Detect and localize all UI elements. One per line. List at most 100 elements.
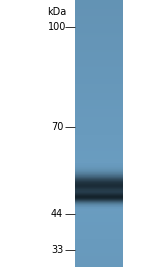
Bar (75, 227, 123, 228)
Bar (75, 111, 123, 112)
Bar (75, 180, 123, 181)
Bar (75, 47, 123, 48)
Bar (75, 204, 123, 205)
Bar (75, 28, 123, 29)
Bar (75, 175, 123, 176)
Bar (75, 78, 123, 79)
Bar (75, 196, 123, 197)
Bar (75, 41, 123, 42)
Bar (75, 96, 123, 97)
Bar (75, 118, 123, 119)
Bar (75, 197, 123, 198)
Bar (75, 199, 123, 200)
Bar (75, 98, 123, 99)
Text: 100: 100 (48, 22, 66, 32)
Bar (75, 251, 123, 252)
Bar (75, 228, 123, 229)
Bar (75, 21, 123, 22)
Bar (75, 6, 123, 7)
Bar (75, 13, 123, 14)
Bar (75, 202, 123, 203)
Bar (75, 73, 123, 74)
Bar (75, 181, 123, 182)
Bar (75, 235, 123, 236)
Bar (75, 168, 123, 169)
Bar (75, 123, 123, 124)
Bar (75, 252, 123, 253)
Bar (75, 157, 123, 158)
Bar (75, 32, 123, 33)
Bar (75, 169, 123, 170)
Bar (75, 116, 123, 117)
Bar (75, 90, 123, 91)
Bar (75, 169, 123, 170)
Bar (75, 257, 123, 258)
Bar (75, 4, 123, 5)
Bar (75, 243, 123, 244)
Bar (75, 46, 123, 47)
Bar (75, 43, 123, 44)
Bar (75, 79, 123, 80)
Bar (75, 188, 123, 189)
Bar (75, 179, 123, 180)
Bar (75, 44, 123, 45)
Bar (75, 117, 123, 118)
Bar (75, 199, 123, 200)
Bar (75, 205, 123, 206)
Bar (75, 222, 123, 223)
Bar (75, 165, 123, 166)
Bar (75, 3, 123, 4)
Bar (75, 244, 123, 245)
Bar (75, 201, 123, 202)
Bar (75, 139, 123, 140)
Bar (75, 180, 123, 181)
Bar (75, 11, 123, 12)
Bar (75, 20, 123, 21)
Bar (75, 167, 123, 168)
Bar (75, 264, 123, 265)
Bar (75, 148, 123, 149)
Bar (75, 261, 123, 262)
Bar (75, 212, 123, 213)
Bar (75, 248, 123, 249)
Bar (75, 198, 123, 199)
Bar (75, 181, 123, 182)
Text: 33: 33 (51, 245, 63, 255)
Bar (75, 99, 123, 100)
Bar (75, 75, 123, 76)
Bar (75, 77, 123, 78)
Bar (75, 86, 123, 87)
Bar (75, 110, 123, 111)
Bar (75, 57, 123, 58)
Bar (75, 19, 123, 20)
Bar (75, 129, 123, 130)
Bar (75, 171, 123, 172)
Bar (75, 7, 123, 8)
Bar (75, 195, 123, 196)
Bar (75, 127, 123, 128)
Bar (75, 105, 123, 106)
Bar (75, 30, 123, 31)
Bar (75, 246, 123, 247)
Bar (75, 196, 123, 197)
Bar (75, 159, 123, 160)
Bar (75, 175, 123, 176)
Bar (75, 218, 123, 219)
Bar (75, 37, 123, 38)
Bar (75, 217, 123, 218)
Bar (75, 146, 123, 147)
Bar (75, 193, 123, 194)
Bar (75, 60, 123, 61)
Bar (75, 131, 123, 132)
Bar (75, 185, 123, 186)
Bar (75, 164, 123, 165)
Bar (75, 163, 123, 164)
Bar (75, 124, 123, 125)
Bar (75, 224, 123, 225)
Bar (75, 195, 123, 196)
Bar (75, 70, 123, 71)
Bar (75, 135, 123, 136)
Bar (75, 197, 123, 198)
Bar (75, 260, 123, 261)
Bar (75, 189, 123, 190)
